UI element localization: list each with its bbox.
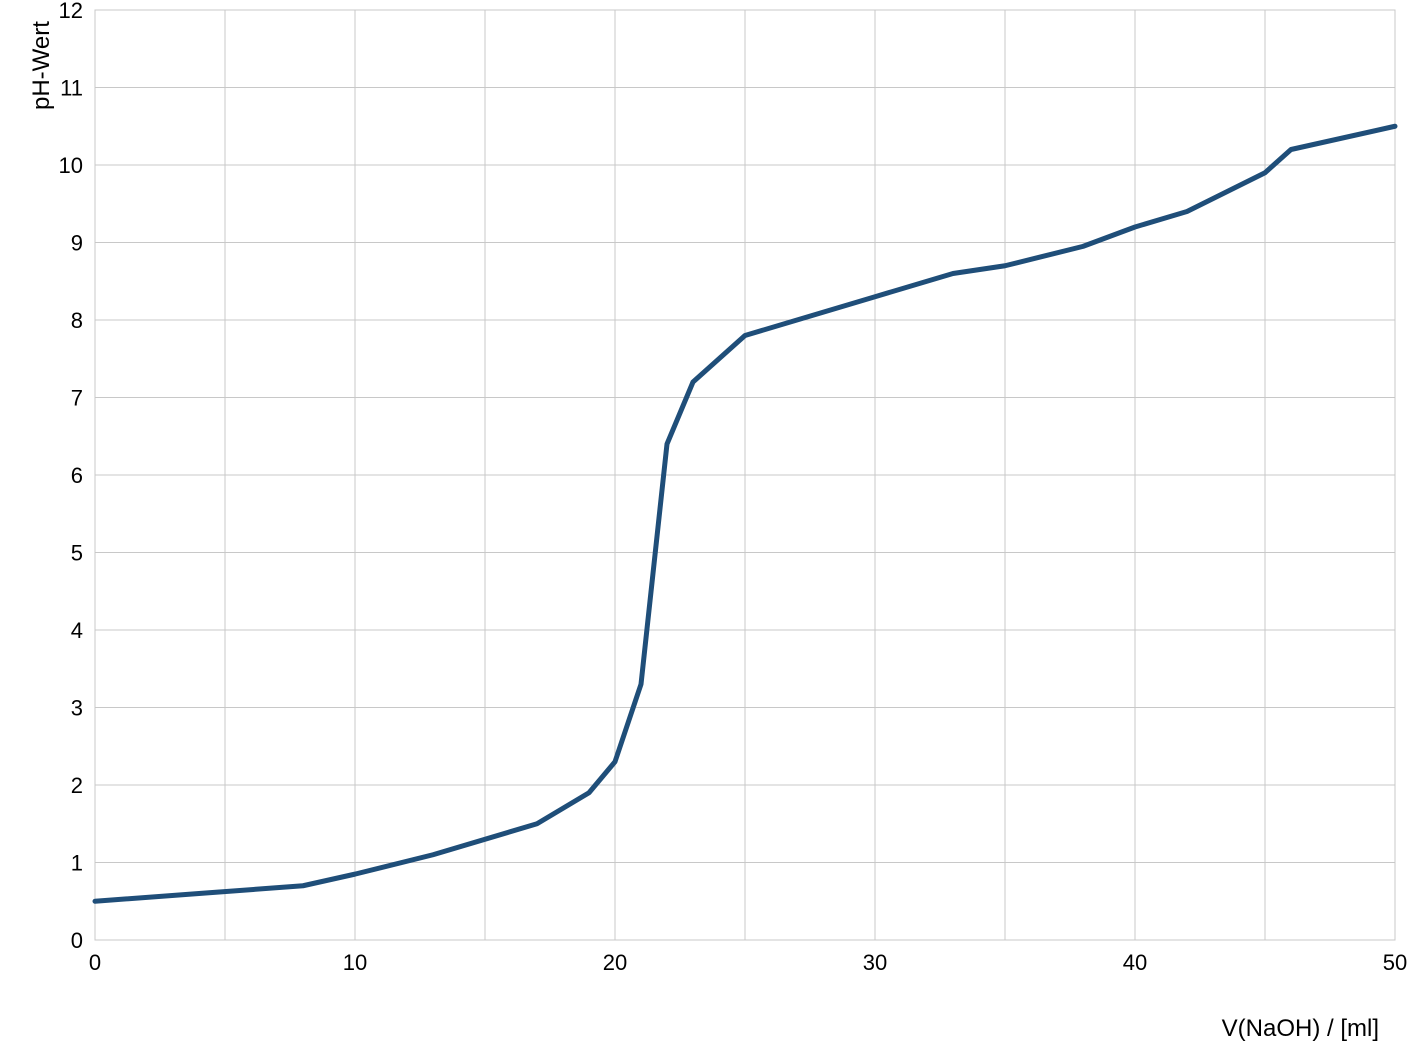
x-tick-label: 30 bbox=[863, 950, 887, 975]
y-tick-label: 8 bbox=[71, 308, 83, 333]
y-tick-label: 0 bbox=[71, 928, 83, 953]
y-tick-label: 2 bbox=[71, 773, 83, 798]
x-tick-label: 20 bbox=[603, 950, 627, 975]
y-tick-label: 5 bbox=[71, 541, 83, 566]
x-axis-label: V(NaOH) / [ml] bbox=[1222, 1015, 1379, 1043]
x-tick-label: 10 bbox=[343, 950, 367, 975]
y-tick-label: 7 bbox=[71, 386, 83, 411]
y-tick-label: 4 bbox=[71, 618, 83, 643]
y-tick-label: 9 bbox=[71, 231, 83, 256]
line-chart: 010203040500123456789101112 bbox=[0, 0, 1419, 1059]
y-tick-label: 1 bbox=[71, 851, 83, 876]
y-axis-label: pH-Wert bbox=[28, 21, 56, 110]
x-tick-label: 0 bbox=[89, 950, 101, 975]
y-tick-label: 3 bbox=[71, 696, 83, 721]
y-tick-label: 12 bbox=[59, 0, 83, 23]
x-tick-label: 40 bbox=[1123, 950, 1147, 975]
y-tick-label: 6 bbox=[71, 463, 83, 488]
chart-container: pH-Wert V(NaOH) / [ml] 01020304050012345… bbox=[0, 0, 1419, 1059]
x-tick-label: 50 bbox=[1383, 950, 1407, 975]
y-tick-label: 11 bbox=[60, 76, 83, 101]
y-tick-label: 10 bbox=[59, 153, 83, 178]
